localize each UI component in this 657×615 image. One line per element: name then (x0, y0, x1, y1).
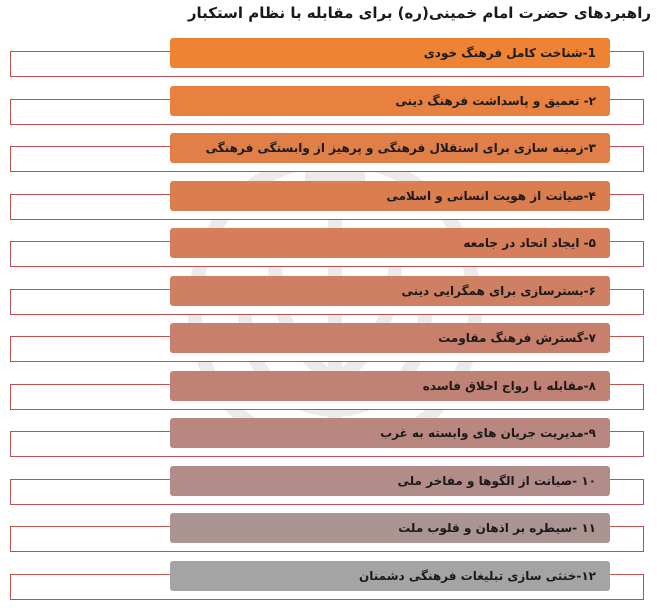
list-item: ۶-بسترسازی برای همگرایی دینی (0, 276, 657, 316)
item-label: ۱۰ -صیانت از الگوها و مفاخر ملی (170, 466, 610, 496)
item-label: ۶-بسترسازی برای همگرایی دینی (170, 276, 610, 306)
item-label: ۷-گسترش فرهنگ مقاومت (170, 323, 610, 353)
item-label: ۲- تعمیق و پاسداشت فرهنگ دینی (170, 86, 610, 116)
list-item: ۹-مدیریت جریان های وابسته به غرب (0, 418, 657, 458)
item-label: 1-شناخت کامل فرهنگ خودی (170, 38, 610, 68)
list-item: 1-شناخت کامل فرهنگ خودی (0, 38, 657, 78)
item-label: ۳-زمینه سازی برای استقلال فرهنگی و پرهیز… (170, 133, 610, 163)
list-item: ۱۰ -صیانت از الگوها و مفاخر ملی (0, 466, 657, 506)
item-label: ۵- ایجاد اتحاد در جامعه (170, 228, 610, 258)
item-label: ۱۲-خنثی سازی تبلیغات فرهنگی دشمنان (170, 561, 610, 591)
item-label: ۴-صیانت از هویت انسانی و اسلامی (170, 181, 610, 211)
list-item: ۲- تعمیق و پاسداشت فرهنگ دینی (0, 86, 657, 126)
item-label: ۱۱ -سیطره بر اذهان و قلوب ملت (170, 513, 610, 543)
list-item: ۷-گسترش فرهنگ مقاومت (0, 323, 657, 363)
page-title: راهبردهای حضرت امام خمینی(ره) برای مقابل… (187, 4, 651, 22)
list-item: ۵- ایجاد اتحاد در جامعه (0, 228, 657, 268)
item-label: ۹-مدیریت جریان های وابسته به غرب (170, 418, 610, 448)
list-item: ۱۱ -سیطره بر اذهان و قلوب ملت (0, 513, 657, 553)
item-label: ۸-مقابله با رواج اخلاق فاسده (170, 371, 610, 401)
list-item: ۱۲-خنثی سازی تبلیغات فرهنگی دشمنان (0, 561, 657, 601)
list-item: ۸-مقابله با رواج اخلاق فاسده (0, 371, 657, 411)
list-item: ۳-زمینه سازی برای استقلال فرهنگی و پرهیز… (0, 133, 657, 173)
list-item: ۴-صیانت از هویت انسانی و اسلامی (0, 181, 657, 221)
